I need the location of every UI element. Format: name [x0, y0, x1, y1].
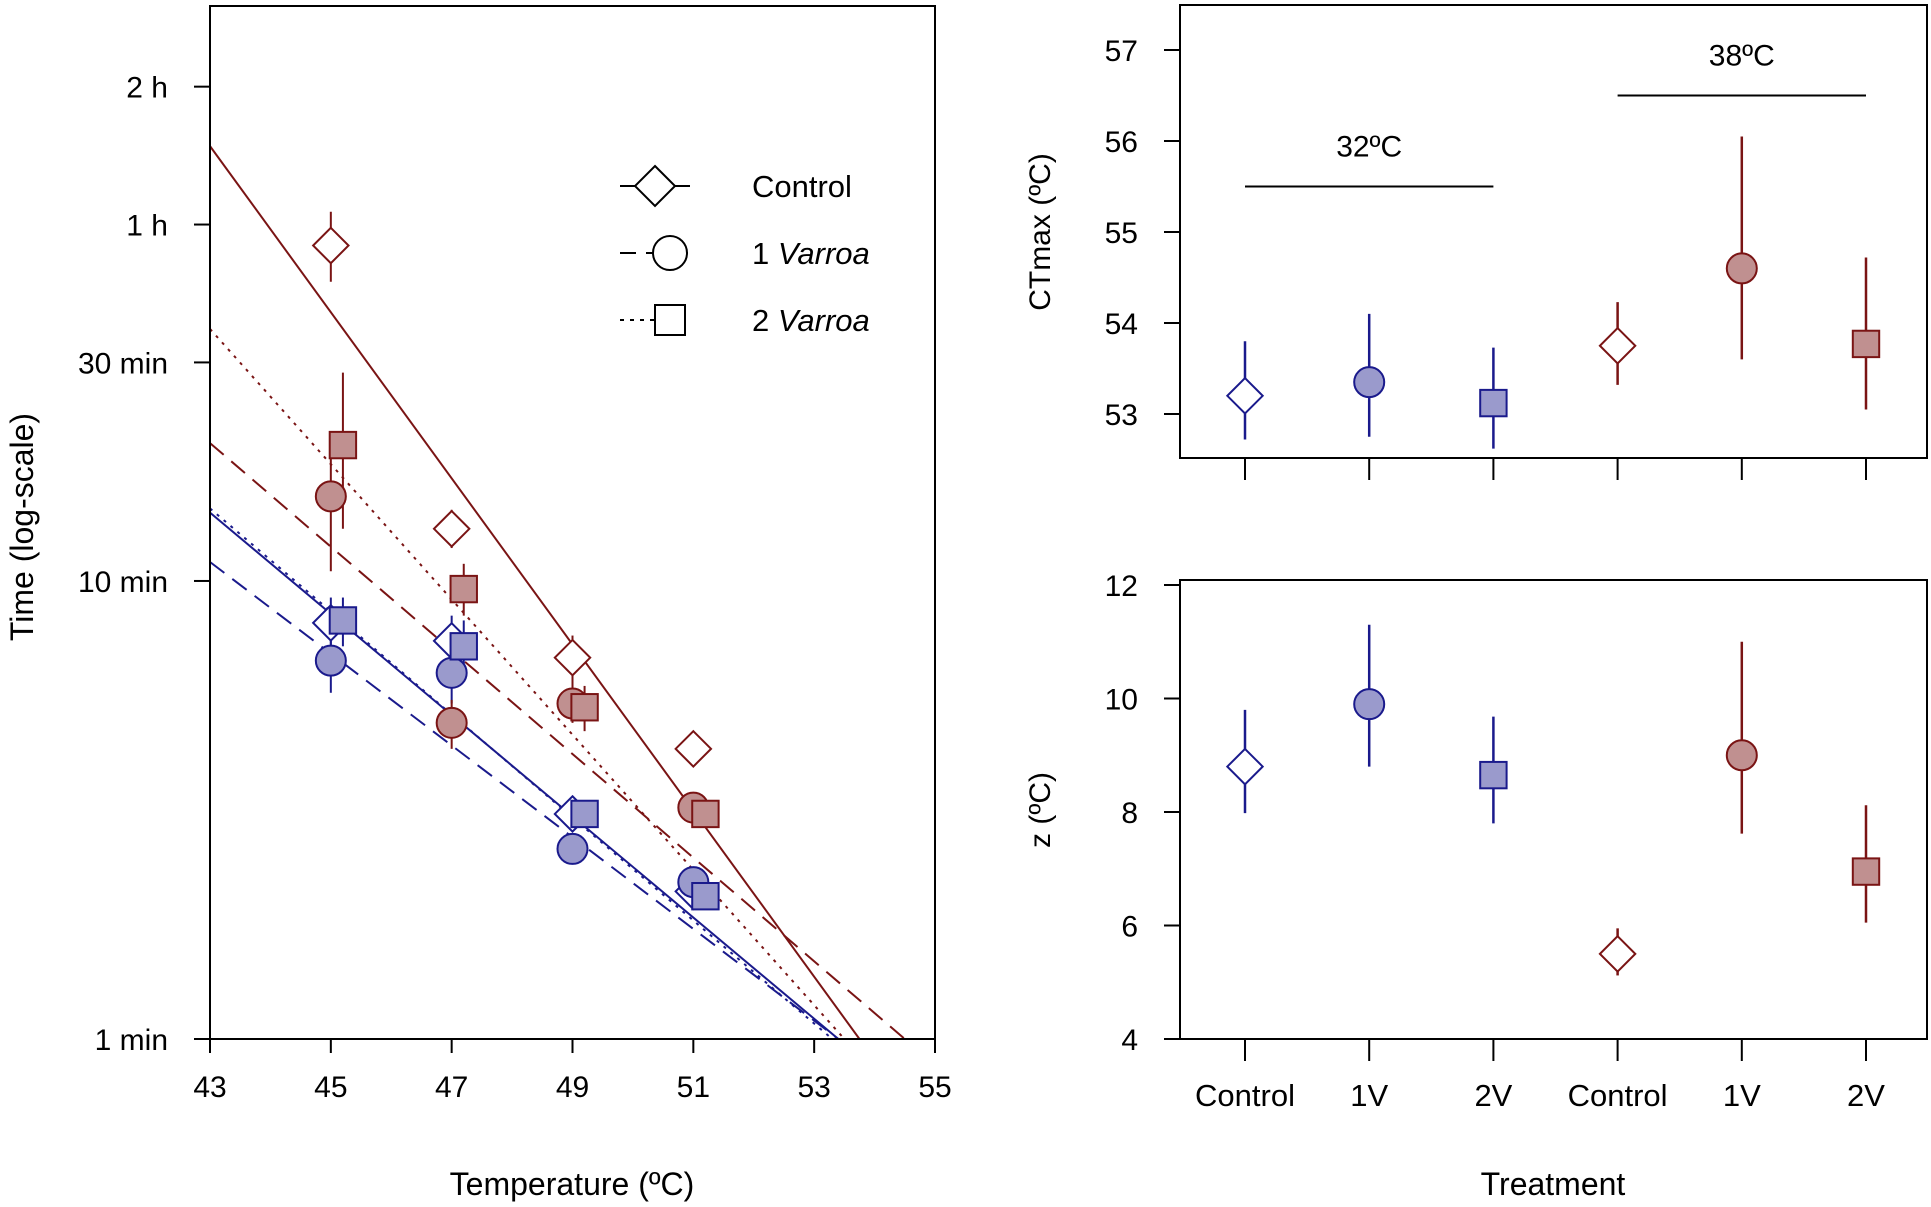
circle-point	[1353, 366, 1386, 399]
regression-line	[209, 561, 839, 1040]
square-point	[1479, 760, 1508, 790]
z-error-bars	[1243, 624, 1868, 976]
ctmax-error-bars	[1243, 136, 1868, 449]
square-point	[449, 574, 478, 604]
diamond-point	[311, 226, 350, 265]
ctmax-y-axis-label: CTmax (ºC)	[1024, 153, 1057, 311]
x-tick-label: 1V	[1723, 1078, 1761, 1113]
diamond-point	[1225, 747, 1265, 786]
square-point	[328, 430, 358, 460]
x-tick-label: 47	[435, 1071, 468, 1104]
regression-line	[209, 511, 839, 1040]
left-y-axis-label: Time (log-scale)	[4, 413, 40, 641]
square-point	[691, 799, 720, 829]
y-tick-label: 10 min	[78, 566, 168, 599]
square-point	[449, 632, 478, 661]
group-label: 38ºC	[1709, 40, 1775, 73]
diamond-point	[1598, 326, 1637, 365]
y-tick-label: 6	[1121, 911, 1138, 944]
square-point	[570, 799, 599, 829]
z-x-axis-label: Treatment	[1481, 1166, 1626, 1202]
ctmax-panel: 53 54 55 56 57 32ºC 38ºC CTmax (ºC)	[1024, 4, 1928, 480]
circle-point	[1353, 688, 1386, 721]
x-tick-label: 2V	[1847, 1078, 1885, 1113]
circle-point	[556, 832, 589, 865]
y-tick-label: 2 h	[126, 72, 168, 105]
x-tick-label: 53	[797, 1071, 830, 1104]
x-tick-label: 55	[918, 1071, 951, 1104]
regression-line	[209, 145, 861, 1040]
y-tick-label: 10	[1105, 684, 1138, 717]
x-tick-label: 49	[556, 1071, 589, 1104]
circle-point	[314, 644, 347, 677]
legend-square-marker	[654, 304, 686, 336]
y-tick-label: 1 min	[95, 1024, 168, 1057]
regression-line	[209, 507, 833, 1040]
z-y-axis-ticks: 4 6 8 10 12	[1105, 570, 1180, 1057]
square-point	[1479, 388, 1508, 418]
temperature-group-brackets: 32ºC 38ºC	[1245, 40, 1866, 188]
diamond-point	[1598, 934, 1637, 973]
circle-point	[314, 480, 347, 513]
group-label: 32ºC	[1336, 131, 1402, 164]
x-tick-label: Control	[1568, 1078, 1668, 1113]
legend: Control 1 Varroa 2 Varroa	[620, 164, 870, 338]
y-tick-label: 57	[1105, 35, 1138, 68]
square-point	[1851, 857, 1881, 886]
y-tick-label: 55	[1105, 217, 1138, 250]
left-y-axis-ticks: 1 min 10 min 30 min 1 h 2 h	[78, 72, 210, 1057]
z-x-axis-ticks: Control 1V 2V Control 1V 2V	[1195, 1039, 1885, 1113]
left-plot-frame	[209, 5, 936, 1040]
x-tick-label: 43	[193, 1071, 226, 1104]
x-tick-label: 2V	[1474, 1078, 1512, 1113]
ctmax-plot-frame	[1179, 4, 1928, 459]
legend-label-1-varroa: 1 Varroa	[752, 236, 870, 271]
z-plot-frame	[1179, 579, 1928, 1040]
left-x-axis-label: Temperature (ºC)	[450, 1166, 695, 1202]
y-tick-label: 54	[1105, 308, 1138, 341]
regression-lines	[209, 145, 906, 1040]
ctmax-x-axis-ticks	[1244, 458, 1867, 480]
square-point	[570, 693, 599, 722]
y-tick-label: 4	[1121, 1024, 1138, 1057]
z-data-points	[1225, 688, 1881, 973]
x-tick-label: Control	[1195, 1078, 1295, 1113]
left-x-axis-ticks: 43 45 47 49 51 53 55	[193, 1039, 952, 1104]
y-tick-label: 30 min	[78, 347, 168, 380]
legend-label-2-varroa: 2 Varroa	[752, 303, 870, 338]
circle-point	[1725, 739, 1758, 772]
left-data-points	[311, 226, 720, 911]
x-tick-label: 51	[677, 1071, 710, 1104]
circle-point	[435, 656, 468, 689]
legend-diamond-marker	[633, 164, 677, 208]
diamond-point	[553, 638, 592, 677]
y-tick-label: 1 h	[126, 210, 168, 243]
z-panel: 4 6 8 10 12 Control 1V 2V Control 1V 2V z (ºC) Tr…	[1024, 570, 1928, 1202]
ctmax-data-points	[1225, 252, 1881, 418]
time-vs-temperature-panel: 43 45 47 49 51 53 55 1 min 10 min 30 min 1 h 2 h T…	[4, 5, 952, 1202]
diamond-point	[674, 729, 713, 768]
legend-label-control: Control	[752, 169, 852, 204]
square-point	[691, 882, 720, 911]
legend-circle-marker	[652, 235, 688, 271]
square-point	[1851, 329, 1881, 359]
regression-line	[209, 442, 906, 1040]
left-error-bars	[329, 211, 695, 764]
z-y-axis-label: z (ºC)	[1024, 772, 1057, 848]
diamond-point	[1225, 376, 1265, 415]
y-tick-label: 8	[1121, 797, 1138, 830]
circle-point	[435, 706, 468, 739]
y-tick-label: 56	[1105, 126, 1138, 159]
y-tick-label: 53	[1105, 399, 1138, 432]
circle-point	[1725, 252, 1758, 285]
ctmax-y-axis-ticks: 53 54 55 56 57	[1105, 35, 1180, 432]
y-tick-label: 12	[1105, 570, 1138, 603]
diamond-point	[432, 509, 471, 548]
regression-line	[209, 328, 846, 1040]
square-point	[328, 606, 358, 635]
x-tick-label: 1V	[1350, 1078, 1388, 1113]
x-tick-label: 45	[314, 1071, 347, 1104]
